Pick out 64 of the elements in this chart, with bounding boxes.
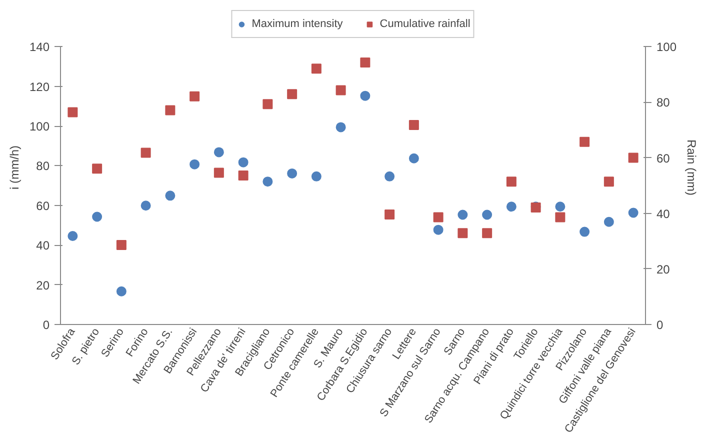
- point: [408, 120, 419, 130]
- point: [506, 176, 516, 187]
- point: [458, 228, 468, 238]
- y-tick-label: 40: [36, 238, 50, 253]
- point: [580, 136, 590, 147]
- legend-label: Cumulative rainfall: [380, 18, 470, 30]
- y-axis-title: i (mm/h): [7, 145, 22, 190]
- point: [408, 153, 419, 164]
- point: [214, 168, 224, 178]
- legend-label: Maximum intensity: [252, 18, 343, 30]
- y2-tick-label: 100: [656, 40, 677, 54]
- point: [628, 208, 638, 218]
- point: [482, 210, 492, 220]
- y-tick-label: 80: [36, 159, 50, 174]
- y2-tick-label: 20: [656, 262, 670, 276]
- y-tick-label: 120: [29, 80, 50, 94]
- point: [287, 168, 298, 178]
- point: [628, 152, 638, 163]
- point: [68, 107, 78, 118]
- point: [555, 212, 566, 222]
- point: [311, 64, 322, 74]
- point: [384, 209, 395, 220]
- point: [165, 190, 176, 201]
- y2-axis-title: Rain (mm): [684, 140, 699, 196]
- y2-tick-label: 0: [656, 318, 664, 332]
- point: [433, 224, 444, 235]
- y-tick-label: 100: [29, 120, 50, 134]
- y2-tick-label: 80: [656, 96, 670, 110]
- point: [140, 148, 151, 158]
- point: [360, 57, 370, 68]
- point: [336, 122, 346, 132]
- point: [190, 91, 200, 102]
- point: [116, 240, 126, 250]
- point: [604, 216, 614, 227]
- y2-tick-label: 40: [656, 206, 670, 221]
- point: [238, 157, 248, 168]
- y-tick-label: 20: [36, 278, 50, 292]
- point: [262, 99, 273, 110]
- point: [482, 228, 492, 238]
- point: [384, 171, 395, 182]
- point: [214, 147, 224, 158]
- point: [311, 171, 322, 182]
- point: [116, 286, 126, 296]
- y-tick-label: 60: [36, 198, 50, 213]
- point: [336, 85, 346, 96]
- point: [458, 210, 468, 220]
- point: [190, 159, 200, 170]
- point: [580, 226, 590, 237]
- point: [506, 202, 516, 212]
- point: [92, 164, 102, 174]
- point: [238, 170, 248, 181]
- point: [604, 176, 614, 187]
- point: [140, 200, 151, 211]
- point: [555, 202, 566, 212]
- point: [360, 90, 370, 101]
- point: [433, 212, 444, 222]
- y2-tick-label: 60: [656, 151, 670, 166]
- y-tick-label: 140: [29, 40, 50, 54]
- point: [262, 176, 273, 187]
- point: [68, 230, 78, 241]
- point: [287, 89, 298, 100]
- point: [165, 105, 176, 116]
- y-tick-label: 0: [42, 318, 50, 332]
- point: [92, 212, 102, 222]
